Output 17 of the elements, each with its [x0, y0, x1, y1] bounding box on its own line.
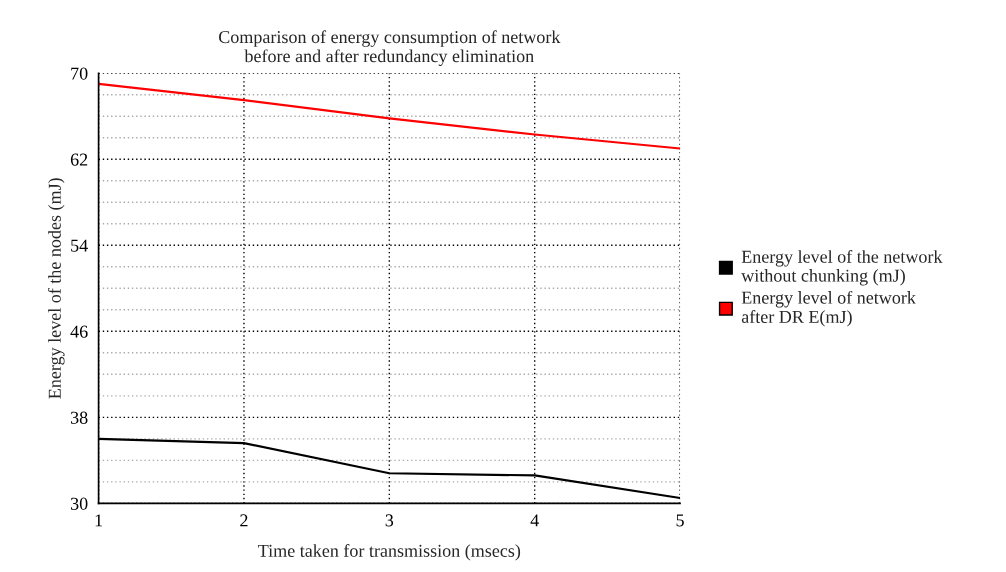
legend-label: Energy level of the network without chunking (mJ): [741, 249, 943, 286]
x-tick-label: 3: [385, 514, 394, 527]
y-axis-title: Energy level of the nodes (mJ): [47, 178, 65, 399]
legend-label: Energy level of network after DR E(mJ): [741, 290, 916, 327]
x-axis-title: Time taken for transmission (msecs): [258, 544, 521, 561]
y-tick-label: 70: [71, 67, 88, 80]
line-series: [98, 82, 681, 150]
y-tick-label: 38: [70, 411, 88, 424]
x-tick-label: 4: [530, 514, 539, 527]
y-tick-label: 30: [70, 497, 88, 510]
x-tick-label: 1: [95, 514, 103, 527]
x-tick-label: 2: [240, 514, 248, 527]
y-tick-label: 46: [70, 325, 88, 338]
x-tick-label: 5: [676, 514, 684, 527]
y-tick-label: 62: [70, 153, 88, 166]
y-tick-label: 54: [71, 239, 88, 252]
chart-title: Comparison of energy consumption of network before and after redundancy elimination: [218, 30, 561, 66]
